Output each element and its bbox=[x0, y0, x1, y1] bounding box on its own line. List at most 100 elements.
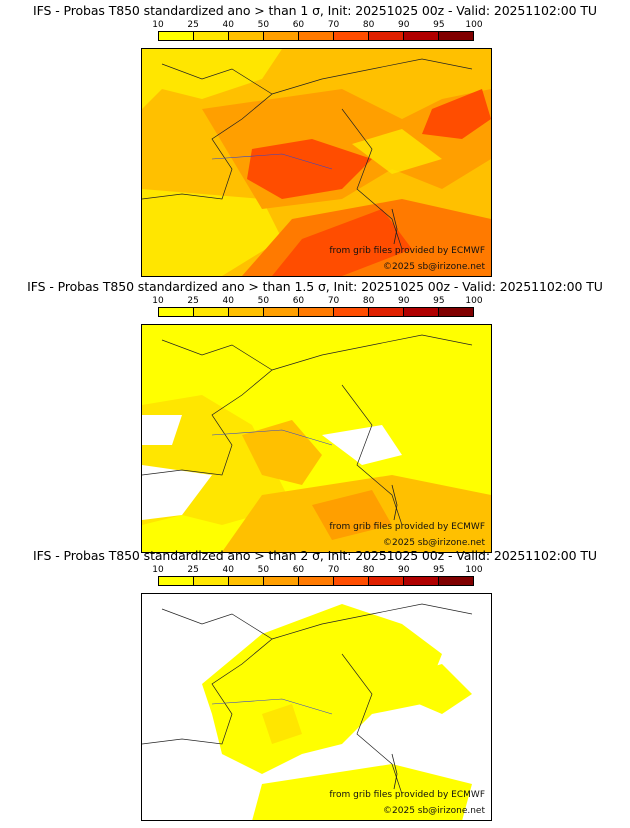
map-graphic bbox=[142, 325, 491, 552]
colorbar bbox=[158, 576, 474, 586]
colorbar-tick-label: 100 bbox=[465, 296, 483, 306]
colorbar-tick-label: 50 bbox=[257, 565, 270, 575]
probability-map: from grib files provided by ECMWF ©2025 … bbox=[141, 593, 492, 821]
colorbar-segment bbox=[334, 577, 369, 585]
island-coast bbox=[391, 484, 398, 521]
colorbar-tick-label: 80 bbox=[362, 20, 375, 30]
high-prob-area bbox=[272, 209, 412, 276]
colorbar-segment bbox=[264, 577, 299, 585]
border-line bbox=[341, 108, 403, 250]
island-coast bbox=[391, 753, 398, 790]
no-prob-area bbox=[322, 425, 402, 465]
grib-credit: from grib files provided by ECMWF bbox=[329, 522, 485, 532]
colorbar-segment bbox=[194, 308, 229, 316]
colorbar-segment bbox=[264, 308, 299, 316]
colorbar-segment bbox=[159, 32, 194, 40]
colorbar-segment bbox=[299, 32, 334, 40]
low-prob-area bbox=[142, 49, 282, 109]
colorbar-segment bbox=[299, 308, 334, 316]
colorbar-segment bbox=[404, 577, 439, 585]
river-line bbox=[211, 153, 333, 170]
colorbar-tick-label: 95 bbox=[433, 296, 445, 306]
no-prob-area bbox=[142, 465, 212, 520]
colorbar-tick-label: 70 bbox=[327, 20, 340, 30]
colorbar-tick-label: 25 bbox=[187, 296, 199, 306]
grib-credit: from grib files provided by ECMWF bbox=[329, 246, 485, 256]
colorbar-segment bbox=[229, 577, 264, 585]
copyright: ©2025 sb@irizone.net bbox=[383, 262, 485, 272]
colorbar-tick-label: 80 bbox=[362, 296, 375, 306]
river-line bbox=[211, 698, 333, 715]
colorbar-segment bbox=[229, 32, 264, 40]
colorbar-tick-label: 25 bbox=[187, 565, 199, 575]
colorbar-segment bbox=[264, 32, 299, 40]
colorbar-labels: 10 25 40 50 60 70 80 90 95 100 bbox=[152, 565, 482, 575]
colorbar-segment bbox=[439, 308, 473, 316]
low-prob-area bbox=[142, 189, 282, 276]
colorbar-segment bbox=[439, 577, 473, 585]
colorbar-tick-label: 70 bbox=[327, 296, 340, 306]
border-line bbox=[271, 603, 473, 640]
colorbar-tick-label: 100 bbox=[465, 565, 483, 575]
colorbar-tick-label: 50 bbox=[257, 296, 270, 306]
map-graphic bbox=[142, 594, 491, 820]
colorbar-segment bbox=[334, 308, 369, 316]
panel-title: IFS - Probas T850 standardized ano > tha… bbox=[33, 3, 597, 18]
colorbar-segment bbox=[404, 308, 439, 316]
colorbar-segment bbox=[369, 308, 404, 316]
low-prob-area bbox=[372, 664, 472, 714]
copyright: ©2025 sb@irizone.net bbox=[383, 538, 485, 548]
colorbar-tick-label: 70 bbox=[327, 565, 340, 575]
island-coast bbox=[391, 208, 398, 245]
colorbar-tick-label: 60 bbox=[292, 296, 305, 306]
colorbar-tick-label: 40 bbox=[222, 565, 234, 575]
low-prob-area bbox=[202, 604, 442, 774]
panel-title: IFS - Probas T850 standardized ano > tha… bbox=[27, 279, 603, 294]
colorbar-segment bbox=[299, 577, 334, 585]
colorbar-segment bbox=[404, 32, 439, 40]
colorbar-tick-label: 25 bbox=[187, 20, 199, 30]
grib-credit: from grib files provided by ECMWF bbox=[329, 790, 485, 800]
map-panel-2: IFS - Probas T850 standardized ano > tha… bbox=[0, 276, 630, 553]
colorbar-tick-label: 50 bbox=[257, 20, 270, 30]
colorbar-segment bbox=[159, 577, 194, 585]
border-line bbox=[271, 58, 473, 95]
colorbar-tick-label: 90 bbox=[398, 20, 410, 30]
colorbar-segment bbox=[194, 577, 229, 585]
colorbar-segment bbox=[334, 32, 369, 40]
low-prob-area bbox=[352, 129, 442, 174]
copyright: ©2025 sb@irizone.net bbox=[383, 806, 485, 816]
colorbar-tick-label: 90 bbox=[398, 296, 410, 306]
map-panel-1: IFS - Probas T850 standardized ano > tha… bbox=[0, 0, 630, 277]
coastline bbox=[142, 339, 273, 476]
mid-prob-area bbox=[262, 704, 302, 744]
border-line bbox=[341, 384, 403, 526]
colorbar-tick-label: 10 bbox=[152, 296, 164, 306]
colorbar-tick-label: 40 bbox=[222, 296, 234, 306]
colorbar-tick-label: 60 bbox=[292, 20, 305, 30]
border-line bbox=[271, 334, 473, 371]
colorbar-tick-label: 90 bbox=[398, 565, 410, 575]
colorbar-segment bbox=[194, 32, 229, 40]
colorbar-tick-label: 10 bbox=[152, 20, 164, 30]
panel-title: IFS - Probas T850 standardized ano > tha… bbox=[33, 548, 597, 563]
map-graphic bbox=[142, 49, 491, 276]
no-prob-area bbox=[142, 415, 182, 445]
river-line bbox=[211, 429, 333, 446]
colorbar-segment bbox=[369, 577, 404, 585]
high-prob-area bbox=[422, 89, 491, 139]
probability-map: from grib files provided by ECMWF ©2025 … bbox=[141, 48, 492, 277]
colorbar bbox=[158, 31, 474, 41]
colorbar-tick-label: 80 bbox=[362, 565, 375, 575]
colorbar-labels: 10 25 40 50 60 70 80 90 95 100 bbox=[152, 296, 482, 306]
high-prob-area bbox=[312, 490, 392, 540]
colorbar bbox=[158, 307, 474, 317]
border-line bbox=[341, 653, 403, 795]
coastline bbox=[142, 608, 273, 745]
colorbar-labels: 10 25 40 50 60 70 80 90 95 100 bbox=[152, 20, 482, 30]
colorbar-segment bbox=[369, 32, 404, 40]
probability-map: from grib files provided by ECMWF ©2025 … bbox=[141, 324, 492, 553]
colorbar-tick-label: 10 bbox=[152, 565, 164, 575]
colorbar-tick-label: 60 bbox=[292, 565, 305, 575]
colorbar-tick-label: 95 bbox=[433, 20, 445, 30]
